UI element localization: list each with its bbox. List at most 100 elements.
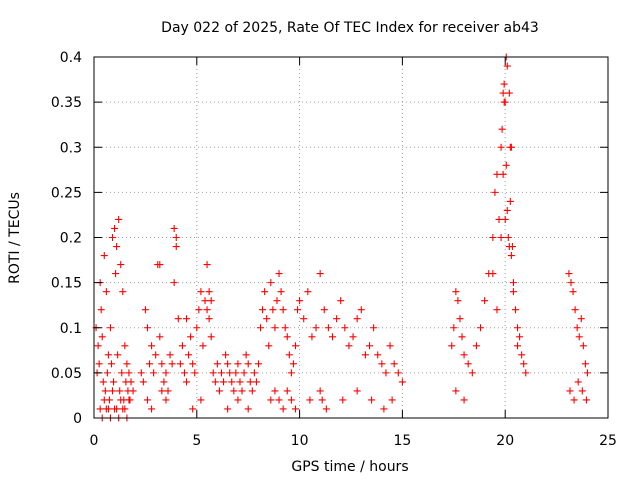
data-point — [99, 378, 107, 386]
y-tick-label: 0.4 — [60, 50, 82, 66]
data-point — [306, 396, 314, 404]
x-tick-label: 10 — [291, 433, 309, 449]
data-point — [291, 405, 299, 413]
data-point — [109, 387, 117, 395]
data-point — [316, 270, 324, 278]
data-point — [489, 234, 497, 241]
data-point — [160, 378, 168, 386]
data-point — [516, 333, 524, 341]
ticks-layer — [93, 56, 609, 419]
data-point — [388, 396, 396, 404]
data-point — [509, 279, 517, 287]
data-point — [507, 143, 515, 151]
data-point — [193, 324, 201, 332]
data-point — [380, 405, 388, 413]
data-point — [518, 351, 526, 359]
data-point — [368, 396, 376, 404]
data-point — [217, 369, 225, 377]
data-point — [197, 288, 205, 296]
data-point — [366, 342, 374, 350]
data-point — [493, 306, 501, 314]
data-point — [121, 342, 129, 350]
data-point — [294, 306, 302, 314]
x-tick-label: 15 — [393, 433, 411, 449]
data-point — [464, 360, 472, 368]
data-point — [296, 297, 304, 305]
data-point — [111, 405, 119, 413]
data-point — [104, 351, 112, 359]
data-point — [125, 396, 133, 404]
y-tick-label: 0.35 — [51, 95, 82, 111]
data-point — [450, 324, 458, 332]
data-point — [183, 378, 191, 386]
data-point — [244, 405, 252, 413]
data-point — [370, 324, 378, 332]
data-point — [166, 351, 174, 359]
x-tick-labels: 0 5 10 15 20 25 — [90, 433, 617, 449]
data-point — [382, 369, 390, 377]
data-point — [507, 252, 515, 260]
data-point — [115, 215, 123, 223]
data-point — [378, 360, 386, 368]
data-point — [398, 378, 406, 386]
data-point — [148, 405, 156, 413]
x-axis-label: GPS time / hours — [291, 459, 408, 475]
y-tick-label: 0.1 — [60, 321, 82, 337]
data-point — [503, 206, 511, 214]
data-point — [328, 333, 336, 341]
data-point — [263, 315, 271, 323]
chart-title: Day 022 of 2025, Rate Of TEC Index for r… — [161, 20, 539, 36]
data-point — [95, 360, 103, 368]
data-point — [504, 234, 512, 241]
data-point — [240, 369, 248, 377]
data-point — [495, 215, 503, 223]
data-point — [222, 351, 230, 359]
data-point — [571, 306, 579, 314]
data-point — [460, 396, 468, 404]
data-point — [238, 387, 246, 395]
data-point — [452, 288, 460, 296]
data-point — [215, 387, 223, 395]
data-point — [158, 387, 166, 395]
data-point — [357, 306, 365, 314]
y-tick-label: 0.25 — [51, 185, 82, 201]
data-point — [158, 360, 166, 368]
data-point — [582, 396, 590, 404]
data-point — [234, 360, 242, 368]
data-point — [97, 306, 105, 314]
data-point — [203, 306, 211, 314]
data-point — [452, 387, 460, 395]
data-point — [191, 369, 199, 377]
data-point — [103, 369, 111, 377]
data-point — [456, 315, 464, 323]
data-point — [567, 279, 575, 287]
data-point — [349, 333, 357, 341]
data-point — [137, 369, 145, 377]
data-point — [102, 405, 110, 413]
data-point — [172, 243, 180, 251]
data-point — [246, 378, 254, 386]
data-point — [106, 324, 114, 332]
data-point — [234, 396, 242, 404]
data-point — [500, 80, 508, 88]
data-point — [287, 396, 295, 404]
points-layer — [92, 53, 591, 422]
data-point — [183, 315, 191, 323]
data-point — [113, 243, 121, 251]
data-point — [333, 315, 341, 323]
data-point — [497, 234, 505, 241]
data-point — [324, 324, 332, 332]
data-point — [195, 306, 203, 314]
data-point — [271, 324, 279, 332]
data-point — [162, 369, 170, 377]
data-point — [170, 279, 178, 287]
data-point — [374, 351, 382, 359]
data-point — [101, 387, 109, 395]
data-point — [201, 297, 209, 305]
data-point — [503, 62, 511, 70]
data-point — [271, 387, 279, 395]
data-point — [250, 369, 258, 377]
data-point — [111, 224, 119, 232]
y-tick-label: 0.2 — [60, 231, 82, 247]
data-point — [261, 288, 269, 296]
